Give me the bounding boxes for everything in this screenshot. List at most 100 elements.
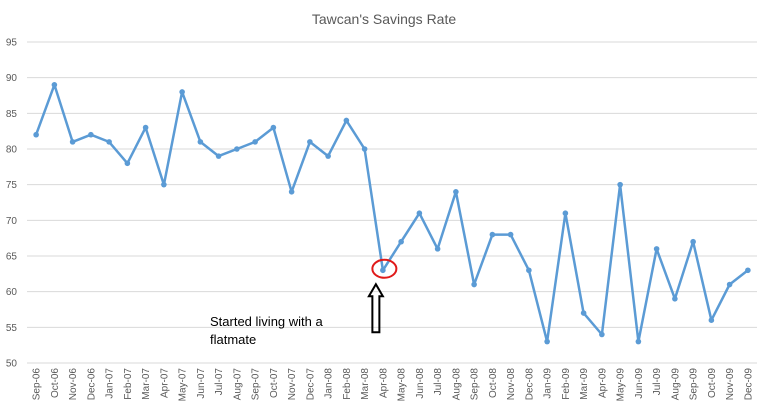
annotation-layer: Started living with a flatmate — [210, 258, 398, 347]
x-tick-label: May-09 — [616, 368, 627, 402]
data-point — [343, 117, 350, 124]
data-point — [380, 267, 386, 274]
y-tick-label: 80 — [6, 145, 18, 156]
data-point — [361, 146, 368, 152]
gridlines — [27, 41, 757, 364]
x-tick-label: Jul-09 — [652, 368, 663, 396]
data-point — [745, 267, 751, 274]
data-point — [672, 296, 678, 302]
annotation-text-line: flatmate — [210, 332, 256, 347]
x-tick-label: Dec-07 — [305, 368, 316, 401]
data-point — [51, 82, 58, 88]
series-layer — [33, 82, 751, 345]
data-point — [398, 238, 404, 245]
x-tick-label: May-07 — [178, 368, 189, 402]
y-tick-label: 85 — [6, 109, 18, 120]
data-point — [33, 131, 39, 138]
y-axis-tick-labels: 50 55 60 65 70 75 80 85 90 95 — [6, 38, 18, 370]
chart-title: Tawcan's Savings Rate — [312, 11, 457, 27]
x-tick-label: Jan-07 — [105, 368, 116, 399]
x-tick-label: Jun-09 — [634, 368, 645, 399]
data-point — [635, 338, 642, 345]
data-point — [325, 153, 331, 159]
data-point — [142, 124, 149, 131]
y-tick-label: 75 — [6, 180, 18, 191]
y-tick-label: 60 — [6, 287, 18, 298]
x-tick-label: Dec-08 — [524, 368, 535, 401]
x-tick-label: Oct-08 — [488, 368, 499, 398]
x-tick-label: Dec-06 — [86, 368, 97, 401]
x-tick-label: Jun-08 — [415, 368, 426, 399]
x-tick-label: Mar-07 — [141, 368, 152, 400]
x-tick-label: Aug-08 — [451, 368, 462, 401]
data-point — [288, 189, 295, 195]
x-tick-label: Jan-08 — [324, 368, 335, 399]
x-tick-label: Sep-07 — [251, 368, 262, 401]
data-point — [88, 131, 94, 138]
data-point — [453, 189, 459, 195]
x-tick-label: Jan-09 — [543, 368, 554, 399]
data-point — [434, 246, 441, 252]
annotation-arrow — [367, 282, 385, 334]
data-point — [507, 231, 514, 238]
data-point — [215, 153, 222, 159]
data-point — [416, 210, 423, 216]
data-point — [179, 89, 185, 95]
data-point — [234, 146, 240, 152]
y-tick-label: 55 — [6, 323, 18, 334]
data-point — [690, 238, 696, 245]
y-tick-label: 50 — [6, 359, 18, 370]
highlight-circle — [371, 258, 398, 279]
x-tick-label: May-08 — [397, 368, 408, 402]
data-point — [653, 246, 660, 252]
x-tick-label: Nov-07 — [287, 368, 298, 401]
x-tick-label: Sep-08 — [470, 368, 481, 401]
x-tick-label: Apr-07 — [159, 368, 170, 398]
series-line — [34, 83, 749, 343]
x-tick-label: Feb-08 — [342, 368, 353, 400]
x-tick-label: Sep-09 — [689, 368, 700, 401]
x-axis-tick-labels: Sep-06 Oct-06 Nov-06 Dec-06 Jan-07 Feb-07 Mar-… — [32, 368, 755, 402]
data-point — [197, 139, 204, 145]
y-tick-label: 70 — [6, 216, 18, 227]
x-tick-label: Oct-06 — [50, 368, 61, 398]
x-tick-label: Oct-09 — [707, 368, 718, 398]
data-point — [471, 281, 477, 288]
x-tick-label: Sep-06 — [32, 368, 43, 401]
x-tick-label: Apr-09 — [597, 368, 608, 398]
x-tick-label: Feb-07 — [123, 368, 134, 400]
x-tick-label: Aug-07 — [232, 368, 243, 401]
data-point — [270, 124, 277, 131]
x-tick-label: Mar-09 — [579, 368, 590, 400]
data-point — [599, 331, 605, 338]
x-tick-label: Feb-09 — [561, 368, 572, 400]
data-point — [252, 139, 258, 145]
x-tick-label: Jul-08 — [433, 368, 444, 396]
x-tick-label: Nov-08 — [506, 368, 517, 401]
y-tick-label: 90 — [6, 73, 18, 84]
data-point — [307, 139, 313, 145]
x-tick-label: Mar-08 — [360, 368, 371, 400]
x-tick-label: Jul-07 — [214, 368, 225, 396]
data-point — [544, 338, 550, 345]
data-point — [617, 181, 623, 188]
x-tick-label: Jun-07 — [196, 368, 207, 399]
data-point — [161, 181, 167, 188]
data-point — [708, 317, 715, 324]
y-tick-label: 65 — [6, 252, 18, 263]
x-tick-label: Nov-06 — [68, 368, 79, 401]
y-tick-label: 95 — [6, 38, 18, 49]
x-tick-label: Oct-07 — [269, 368, 280, 398]
x-tick-label: Aug-09 — [670, 368, 681, 401]
data-point — [526, 267, 532, 274]
x-tick-label: Dec-09 — [743, 368, 754, 401]
data-point — [124, 160, 131, 167]
annotation-text-line: Started living with a — [210, 314, 323, 329]
x-tick-label: Apr-08 — [378, 368, 389, 398]
data-point — [489, 231, 496, 238]
data-point — [580, 310, 587, 316]
data-point — [562, 210, 569, 216]
x-tick-label: Nov-09 — [725, 368, 736, 401]
